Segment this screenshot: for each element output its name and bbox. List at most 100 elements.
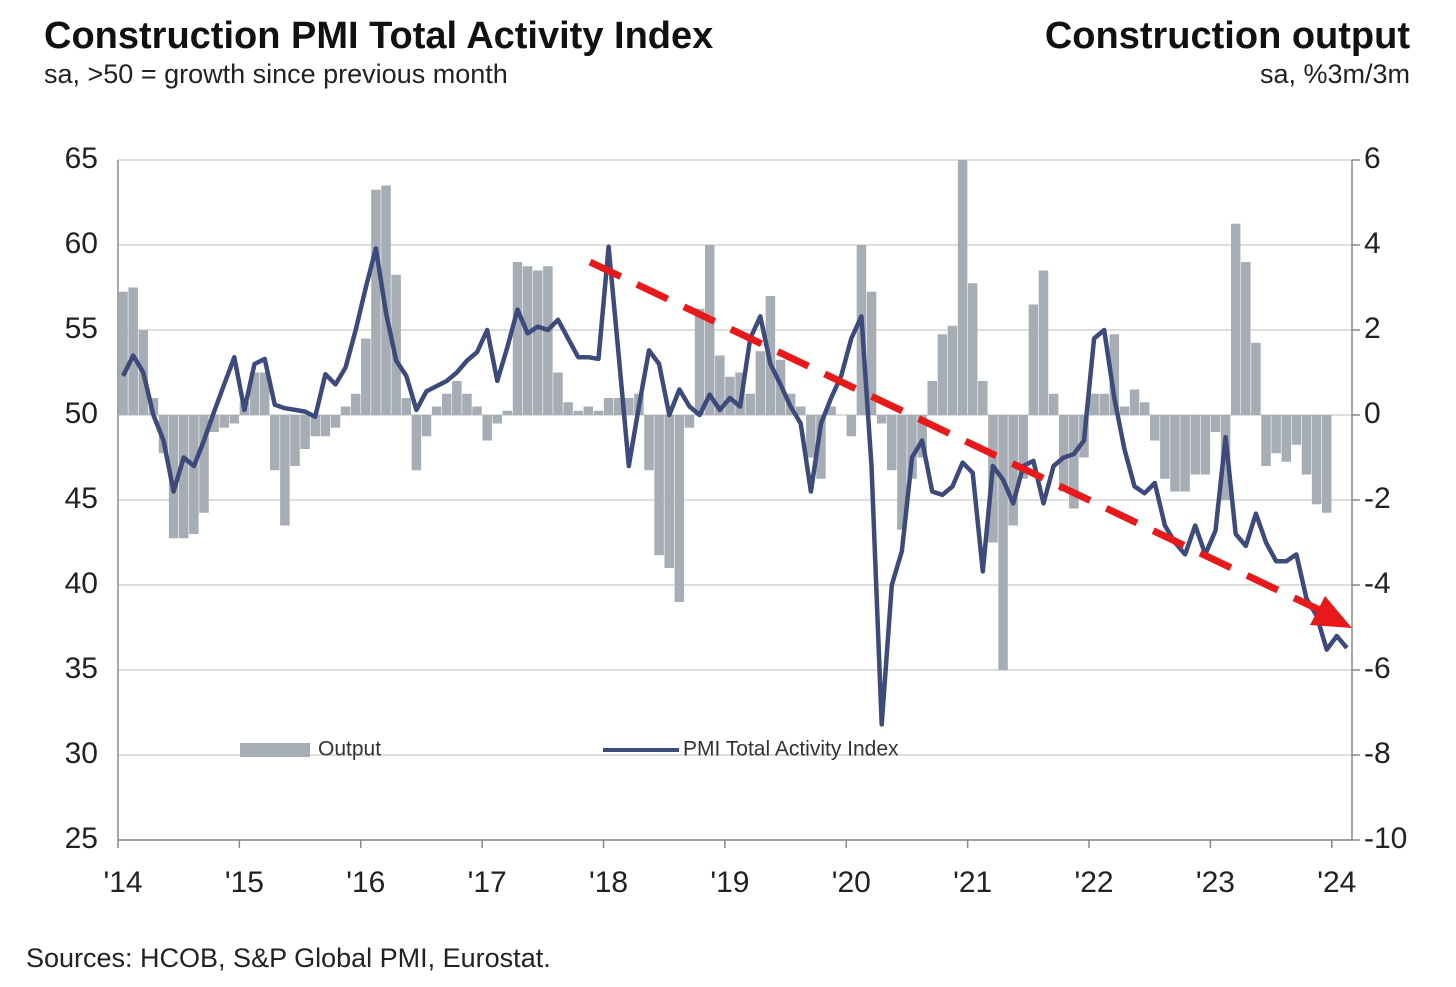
bar — [1160, 415, 1170, 479]
bar — [1210, 415, 1221, 432]
bar — [1200, 415, 1211, 475]
bar — [1008, 415, 1018, 526]
bar — [866, 291, 877, 415]
bar — [178, 415, 189, 539]
bar — [593, 410, 604, 415]
chart-subtitle: sa, >50 = growth since previous month — [44, 59, 508, 89]
bar — [259, 372, 270, 415]
bar — [290, 415, 300, 466]
y-tick-label: 40 — [65, 567, 98, 600]
source: Sources: HCOB, S&P Global PMI, Eurostat. — [26, 943, 551, 973]
bar — [1119, 406, 1130, 415]
bar — [1139, 402, 1150, 415]
bar — [1099, 393, 1109, 415]
x-tick-label: '21 — [953, 866, 992, 899]
bar — [715, 355, 725, 415]
bar — [492, 415, 503, 424]
bar — [482, 415, 492, 441]
bar — [826, 406, 836, 415]
y-tick-label: 60 — [65, 227, 98, 260]
bar — [1129, 389, 1140, 415]
y2-tick-label: -8 — [1364, 737, 1391, 770]
bar — [502, 410, 513, 415]
bar — [280, 415, 290, 526]
bar — [421, 415, 432, 437]
bar — [340, 406, 351, 415]
arrow-head — [1310, 596, 1352, 628]
x-tick-label: '19 — [710, 866, 749, 899]
bar — [158, 415, 169, 454]
trend-annotation — [588, 258, 1352, 628]
y-tick-label: 30 — [65, 737, 98, 770]
bar — [543, 266, 553, 415]
bar — [522, 266, 533, 415]
legend-swatch — [240, 743, 310, 757]
bar — [452, 381, 462, 415]
bar — [533, 270, 543, 415]
bar — [350, 393, 361, 415]
bar — [624, 398, 634, 415]
x-tick-label: '15 — [225, 866, 264, 899]
bar — [270, 415, 280, 471]
bar — [897, 415, 907, 530]
bar — [219, 415, 229, 428]
bar — [583, 406, 594, 415]
bar — [927, 381, 937, 415]
y2-tick-label: 2 — [1364, 312, 1381, 345]
y2-tick-label: -4 — [1364, 567, 1391, 600]
y2-tick-label: 6 — [1364, 142, 1381, 175]
bar — [755, 351, 766, 415]
bar — [816, 415, 826, 479]
bar — [957, 160, 968, 415]
bar — [1230, 223, 1241, 415]
bar — [1311, 415, 1322, 505]
bar — [846, 415, 857, 437]
bar — [876, 415, 887, 424]
bar — [745, 393, 755, 415]
bar — [1109, 334, 1120, 415]
bar — [361, 338, 371, 415]
y-tick-label: 25 — [65, 822, 98, 855]
x-tick-label: '14 — [104, 866, 143, 899]
bar — [1291, 415, 1302, 445]
x-tick-label: '23 — [1196, 866, 1235, 899]
bar — [229, 415, 240, 424]
x-tick-label: '16 — [346, 866, 385, 899]
bar — [573, 410, 583, 415]
bar — [694, 308, 705, 415]
bar — [1180, 415, 1190, 492]
trend-arrow — [588, 258, 1332, 619]
bar — [1038, 270, 1049, 415]
bar — [512, 262, 523, 415]
legend-label: Output — [318, 738, 381, 761]
y-tick-label: 65 — [65, 142, 98, 175]
bar — [917, 415, 927, 458]
y2-tick-label: 0 — [1364, 397, 1381, 430]
bar — [563, 402, 573, 415]
y-tick-label: 50 — [65, 397, 98, 430]
bar — [391, 274, 401, 415]
bar — [1321, 415, 1332, 513]
x-tick-label: '17 — [468, 866, 507, 899]
bar — [644, 415, 654, 471]
bar — [674, 415, 685, 602]
bar — [371, 189, 381, 415]
bar — [199, 415, 209, 513]
y2-title: Construction output — [1045, 15, 1410, 57]
bar — [1048, 393, 1059, 415]
bar — [1301, 415, 1312, 475]
bar — [401, 398, 412, 415]
bar — [209, 415, 219, 432]
y2-tick-label: -6 — [1364, 652, 1391, 685]
bar — [472, 406, 482, 415]
bar — [462, 393, 472, 415]
bar — [795, 406, 806, 415]
bar — [249, 372, 260, 415]
x-tick-label: '20 — [832, 866, 871, 899]
bar — [330, 415, 341, 428]
bar — [887, 415, 897, 471]
bar — [118, 291, 128, 415]
x-tick-label: '22 — [1075, 866, 1114, 899]
bar — [1261, 415, 1271, 466]
bar — [1069, 415, 1079, 509]
